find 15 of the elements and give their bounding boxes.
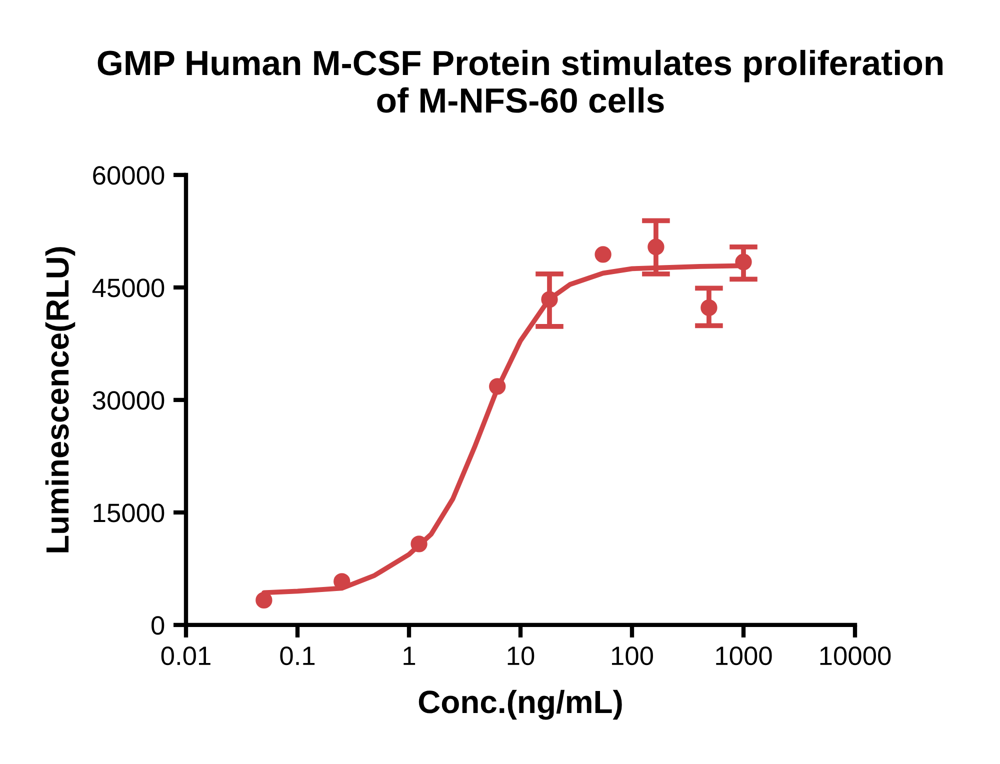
y-tick-label: 45000 — [92, 278, 164, 298]
y-axis-title: Luminescence(RLU) — [45, 247, 76, 552]
x-tick-label: 1 — [404, 646, 416, 665]
x-axis-title: Conc.(ng/mL) — [418, 690, 622, 720]
y-tick-label: 30000 — [92, 391, 164, 410]
x-tick-label: 10000 — [820, 646, 891, 666]
y-tick-label: 0 — [152, 616, 164, 635]
x-tick-label: 0.1 — [280, 646, 315, 666]
x-tick-label: 0.01 — [161, 646, 210, 666]
y-tick-label: 15000 — [94, 504, 164, 522]
y-tick-label: 60000 — [93, 166, 164, 185]
x-tick-label: 1000 — [716, 646, 772, 666]
chart-title: GMP Human M-CSF Protein stimulates proliferation of M-NFS-60 cells — [98, 50, 942, 113]
x-tick-label: 100 — [612, 646, 653, 666]
x-tick-label: 10 — [508, 646, 534, 666]
